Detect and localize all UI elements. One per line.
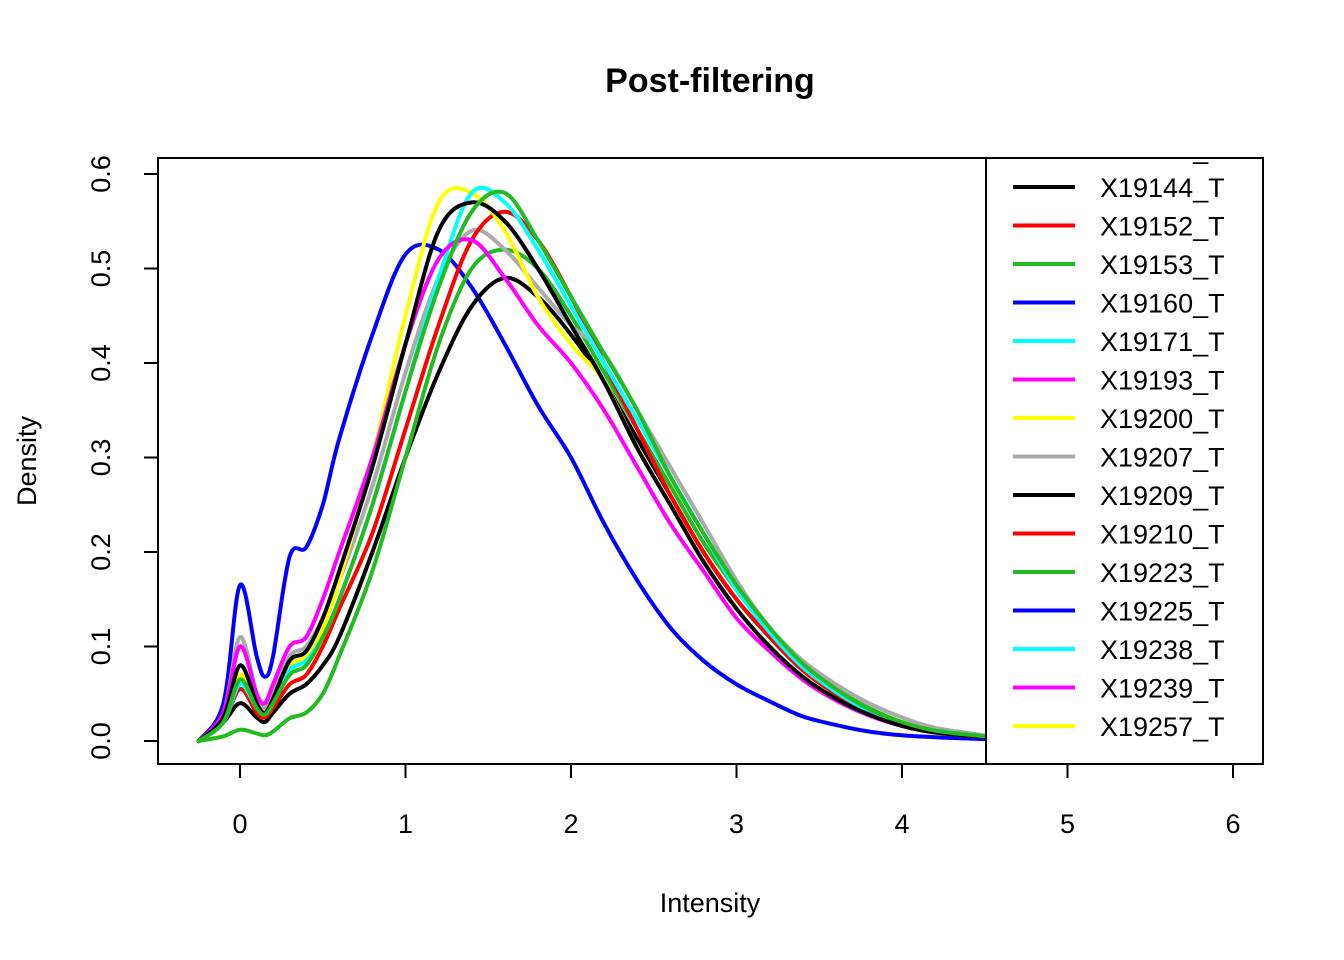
y-tick-label: 0.0 xyxy=(86,722,116,760)
density-curve xyxy=(196,189,987,743)
density-curve xyxy=(196,200,987,743)
legend-label: X19210_T xyxy=(1100,520,1225,550)
chart-title: Post-filtering xyxy=(605,62,815,100)
legend-label: X19225_T xyxy=(1100,597,1225,627)
y-tick-label: 0.3 xyxy=(86,439,116,477)
legend-label: X19239_T xyxy=(1100,674,1225,704)
y-tick-label: 0.2 xyxy=(86,533,116,571)
x-tick-label: 0 xyxy=(232,809,247,839)
x-tick-label: 2 xyxy=(563,809,578,839)
x-axis: 0 1 2 3 4 5 6 xyxy=(232,763,1241,839)
x-tick-label: 6 xyxy=(1225,809,1240,839)
density-curve xyxy=(196,227,987,743)
legend-label: X19200_T xyxy=(1100,404,1225,434)
x-tick-label: 3 xyxy=(729,809,744,839)
y-tick-label: 0.6 xyxy=(86,155,116,193)
legend: X19141_T X19144_T X19152_T X19153_T X19160_T… xyxy=(985,135,1264,765)
legend-label-partial: X19141_T xyxy=(1100,135,1225,165)
density-curve xyxy=(196,209,987,743)
legend-frame xyxy=(985,157,1264,765)
x-axis-label: Intensity xyxy=(660,888,761,918)
legend-label: X19193_T xyxy=(1100,366,1225,396)
legend-label: X19144_T xyxy=(1100,173,1225,203)
y-axis: 0.0 0.1 0.2 0.3 0.4 0.5 0.6 xyxy=(86,155,159,760)
legend-label: X19152_T xyxy=(1100,212,1225,242)
legend-label: X19153_T xyxy=(1100,250,1225,280)
y-tick-label: 0.4 xyxy=(86,344,116,382)
legend-background xyxy=(986,158,1263,764)
density-curves xyxy=(196,185,987,743)
legend-label: X19238_T xyxy=(1100,635,1225,665)
x-tick-label: 5 xyxy=(1060,809,1075,839)
density-curve xyxy=(196,242,987,743)
y-tick-label: 0.1 xyxy=(86,628,116,666)
legend-label: X19160_T xyxy=(1100,289,1225,319)
x-tick-label: 1 xyxy=(398,809,413,839)
legend-label: X19223_T xyxy=(1100,558,1225,588)
legend-label: X19257_T xyxy=(1100,712,1225,742)
x-tick-label: 4 xyxy=(894,809,909,839)
y-axis-label: Density xyxy=(12,415,42,506)
legend-label: X19209_T xyxy=(1100,481,1225,511)
y-tick-label: 0.5 xyxy=(86,250,116,288)
legend-label: X19207_T xyxy=(1100,443,1225,473)
legend-label: X19171_T xyxy=(1100,327,1225,357)
density-curve xyxy=(196,237,987,743)
